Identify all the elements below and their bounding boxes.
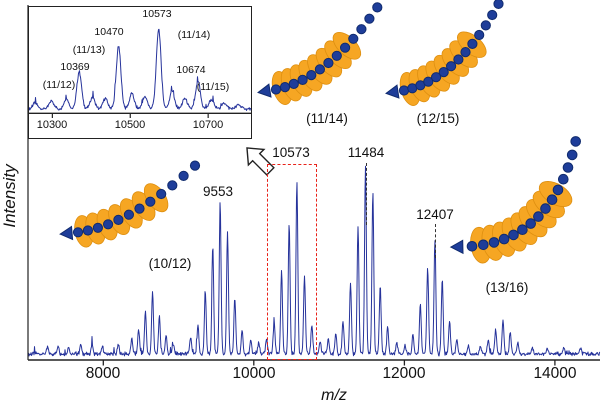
inset-species-label: (11/14) <box>177 29 211 41</box>
assembly-cartoon-10-12 <box>59 160 206 257</box>
rings-and-beads-illustration <box>257 2 383 105</box>
x-axis-label: m/z <box>321 387 347 404</box>
x-tick-label: 8000 <box>85 365 121 382</box>
inset-spectrum-trace <box>29 28 251 111</box>
rings-and-beads-illustration <box>449 136 581 264</box>
x-tick-label: 12000 <box>382 365 426 382</box>
peak-label-11484: 11484 <box>347 145 385 160</box>
leader-line-11484 <box>366 163 367 225</box>
inset-species-label: (11/13) <box>72 44 106 56</box>
inset-species-label: (11/15) <box>196 81 230 93</box>
x-tick-label: 14000 <box>533 365 577 382</box>
inset-x-tick-label: 10500 <box>114 119 146 131</box>
highlight-region-box <box>267 164 317 360</box>
assignment-label-13-16: (13/16) <box>485 280 529 295</box>
leader-line-12407 <box>435 224 436 258</box>
inset-peak-label: 10674 <box>176 64 206 76</box>
inset-x-axis <box>29 112 251 118</box>
rings-and-beads-illustration <box>385 0 504 106</box>
inset-expanded-spectrum: 10300 10500 10700 10573 10470 (11/14) (1… <box>28 6 252 139</box>
inset-x-tick-label: 10700 <box>192 119 224 131</box>
inset-peak-label: 10369 <box>60 61 90 73</box>
inset-species-label: (11/12) <box>42 79 76 91</box>
peak-label-12407: 12407 <box>416 207 454 222</box>
peak-label-9553: 9553 <box>202 184 234 199</box>
rings-and-beads-illustration <box>59 160 201 248</box>
assembly-cartoon-11-14 <box>257 2 390 111</box>
assignment-label-11-14: (11/14) <box>306 111 348 126</box>
inset-x-tick-label: 10300 <box>36 119 68 131</box>
x-tick-label: 10000 <box>232 365 276 382</box>
peak-label-10573: 10573 <box>272 145 310 160</box>
assignment-label-10-12: (10/12) <box>148 256 192 271</box>
spectrum-trace <box>27 165 601 357</box>
assembly-cartoon-13-16 <box>449 136 597 276</box>
inset-plot <box>29 28 251 118</box>
y-axis-label: Intensity <box>0 164 19 228</box>
assignment-label-12-15: (12/15) <box>416 111 460 126</box>
assembly-cartoon-12-15 <box>385 0 512 110</box>
inset-peak-label: 10470 <box>94 26 124 38</box>
inset-peak-label: 10573 <box>142 8 172 20</box>
